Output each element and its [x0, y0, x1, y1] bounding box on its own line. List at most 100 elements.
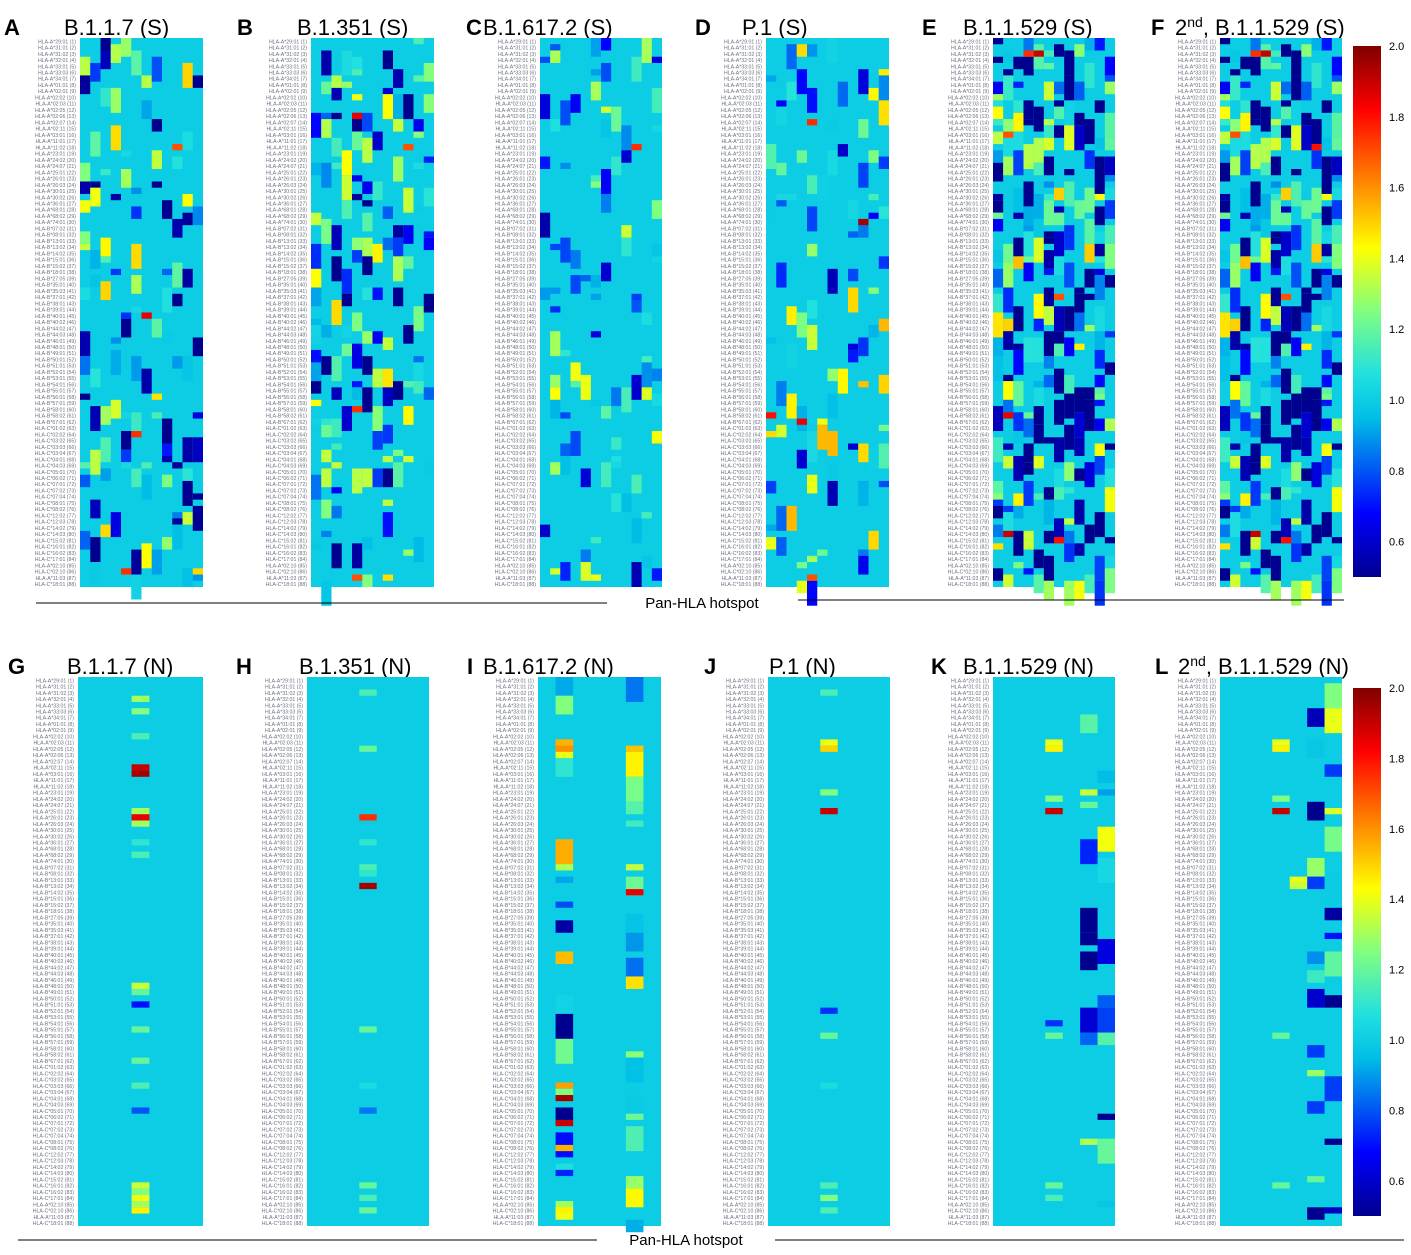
- allele-tick-label: HLA-A*33:01 (5): [38, 64, 76, 70]
- heatmap-cell: [1311, 218, 1322, 244]
- heatmap-cell: [625, 889, 644, 896]
- allele-tick-label: HLA-B*48:01 (50): [1175, 984, 1216, 990]
- heatmap-cell: [403, 324, 414, 344]
- heatmap-cell: [1281, 306, 1292, 332]
- heatmap-cell: [1094, 580, 1105, 606]
- allele-tick-label: HLA-A*32:01 (4): [951, 697, 989, 703]
- heatmap-cell: [1084, 399, 1095, 419]
- allele-tick-label: HLA-B*58:01 (60): [33, 1046, 74, 1052]
- allele-tick-label: HLA-A*11:03 (87): [35, 576, 76, 582]
- allele-tick-label: HLA-A*02:01 (9): [1178, 728, 1216, 734]
- heatmap-cell: [993, 212, 1004, 219]
- heatmap-cell: [362, 112, 373, 132]
- heatmap-cell: [1307, 1045, 1325, 1058]
- allele-tick-label: HLA-A*25:01 (22): [493, 809, 534, 815]
- heatmap-cell: [601, 462, 612, 488]
- allele-tick-label: HLA-B*48:01 (50): [723, 984, 764, 990]
- heatmap-cell: [1240, 81, 1251, 88]
- heatmap-cell: [341, 293, 352, 307]
- heatmap-cell: [580, 275, 591, 282]
- heatmap-cell: [382, 455, 393, 463]
- allele-tick-label: HLA-A*31:02 (3): [726, 691, 764, 697]
- heatmap-cell: [1270, 331, 1281, 357]
- panel-title: B.1.351 (S): [297, 15, 408, 40]
- allele-tick-label: HLA-B*67:01 (62): [948, 1059, 989, 1065]
- allele-tick-label: HLA-C*14:03 (80): [1175, 1171, 1217, 1177]
- allele-tick-label: HLA-B*13:01 (33): [495, 239, 536, 245]
- allele-tick-label: HLA-C*01:02 (63): [948, 426, 990, 432]
- heatmap-cell: [820, 1082, 838, 1089]
- heatmap-cell: [1240, 306, 1251, 332]
- heatmap-cell: [1043, 487, 1054, 500]
- heatmap-cell: [352, 381, 363, 388]
- heatmap-cell: [1013, 493, 1024, 506]
- allele-tick-label: HLA-B*39:01 (44): [262, 947, 303, 953]
- allele-tick-label: HLA-B*35:01 (40): [493, 922, 534, 928]
- allele-tick-label: HLA-B*14:02 (35): [723, 890, 764, 896]
- heatmap-cell: [321, 418, 332, 425]
- heatmap-cell: [1281, 399, 1292, 425]
- allele-tick-label: HLA-B*53:01 (55): [495, 376, 536, 382]
- allele-tick-label: HLA-B*35:03 (41): [262, 928, 303, 934]
- allele-tick-label: HLA-B*40:02 (46): [495, 320, 536, 326]
- heatmap-cell: [1311, 293, 1322, 301]
- heatmap-cell: [550, 374, 561, 388]
- heatmap-cell: [796, 418, 807, 425]
- allele-tick-label: HLA-B*08:01 (32): [948, 233, 989, 239]
- heatmap-cell: [321, 530, 332, 538]
- heatmap-cell: [651, 243, 662, 257]
- allele-tick-label: HLA-A*32:01 (4): [726, 697, 764, 703]
- heatmap-cell: [131, 275, 142, 294]
- heatmap-cell: [121, 318, 132, 338]
- heatmap-cell: [1104, 75, 1115, 82]
- allele-tick-label: HLA-A*23:01 (19): [33, 791, 74, 797]
- heatmap-cell: [807, 243, 818, 257]
- heatmap-cell: [796, 449, 807, 469]
- allele-tick-label: HLA-B*38:01 (43): [721, 301, 762, 307]
- heatmap-cell: [1094, 455, 1105, 475]
- heatmap-cell: [1013, 505, 1024, 519]
- allele-tick-label: HLA-A*11:03 (87): [33, 1215, 74, 1221]
- heatmap-cell: [162, 474, 173, 488]
- allele-tick-label: HLA-A*24:07 (21): [948, 803, 989, 809]
- allele-tick-label: HLA-A*31:01 (2): [269, 46, 307, 52]
- heatmap-cell: [1013, 530, 1024, 556]
- allele-tick-label: HLA-B*08:01 (32): [495, 233, 536, 239]
- panel-letter: K: [931, 654, 947, 679]
- heatmap-cell: [766, 75, 777, 82]
- allele-tick-label: HLA-C*08:02 (76): [35, 507, 77, 513]
- heatmap-cell: [1220, 499, 1231, 506]
- allele-tick-label: HLA-A*11:02 (18): [266, 145, 307, 151]
- allele-tick-label: HLA-C*08:01 (75): [495, 501, 537, 507]
- allele-tick-label: HLA-A*25:01 (22): [35, 170, 76, 176]
- allele-tick-label: HLA-B*46:01 (49): [721, 339, 762, 345]
- heatmap-cell: [372, 243, 383, 263]
- heatmap-cell: [131, 820, 150, 827]
- allele-tick-label: HLA-B*35:03 (41): [948, 928, 989, 934]
- allele-tick-label: HLA-C*14:02 (79): [1175, 1165, 1217, 1171]
- allele-tick-label: HLA-C*12:02 (77): [35, 513, 77, 519]
- allele-tick-label: HLA-A*23:01 (19): [495, 152, 536, 158]
- allele-tick-label: HLA-C*06:02 (71): [35, 476, 77, 482]
- allele-tick-label: HLA-A*02:11 (15): [495, 127, 536, 133]
- allele-tick-label: HLA-A*03:01 (16): [1175, 133, 1216, 139]
- heatmap-cell: [560, 162, 571, 170]
- allele-tick-label: HLA-A*02:11 (15): [1175, 127, 1216, 133]
- panel-e: E B.1.1.529 (S)HLA-A*29:01 (1)HLA-A*31:01…: [922, 15, 1115, 606]
- heatmap-cell: [555, 1001, 574, 1014]
- heatmap-cell: [151, 119, 162, 132]
- heatmap-cell: [1003, 374, 1014, 382]
- heatmap-cell: [403, 406, 414, 425]
- allele-tick-label: HLA-A*24:02 (20): [493, 797, 534, 803]
- heatmap-cell: [1281, 368, 1292, 394]
- heatmap-cell: [1307, 801, 1325, 821]
- heatmap-cell: [1240, 412, 1251, 432]
- heatmap-cell: [807, 44, 818, 57]
- allele-tick-label: HLA-A*11:03 (87): [723, 1215, 764, 1221]
- heatmap-cell: [1230, 262, 1241, 288]
- allele-tick-label: HLA-B*67:01 (62): [723, 1059, 764, 1065]
- allele-tick-label: HLA-B*46:01 (49): [35, 339, 76, 345]
- heatmap-cell: [90, 499, 101, 519]
- heatmap-cell: [1291, 75, 1302, 101]
- heatmap-cell: [100, 437, 111, 463]
